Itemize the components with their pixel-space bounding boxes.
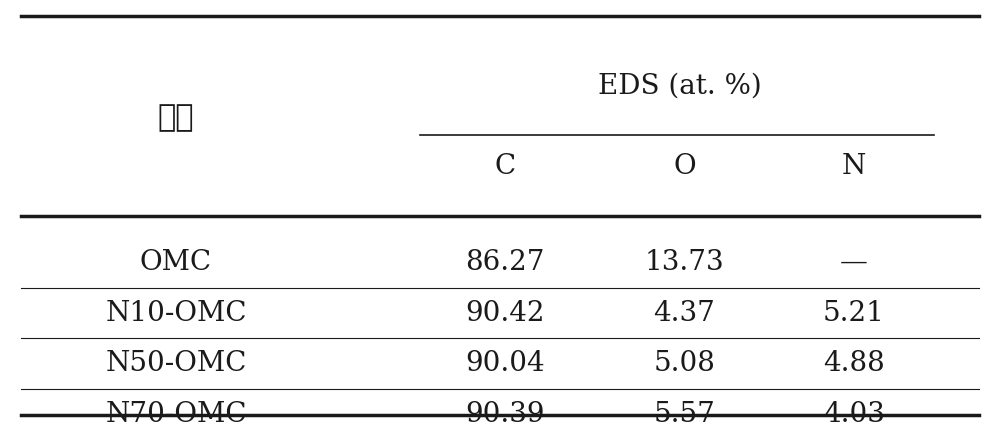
Text: OMC: OMC	[140, 249, 212, 276]
Text: 4.88: 4.88	[823, 350, 885, 378]
Text: 材料: 材料	[158, 102, 194, 133]
Text: 5.08: 5.08	[654, 350, 715, 378]
Text: 90.42: 90.42	[465, 299, 545, 327]
Text: 90.39: 90.39	[465, 401, 545, 428]
Text: 90.04: 90.04	[465, 350, 545, 378]
Text: 5.21: 5.21	[823, 299, 885, 327]
Text: N70-OMC: N70-OMC	[105, 401, 247, 428]
Text: 5.57: 5.57	[654, 401, 715, 428]
Text: N: N	[842, 153, 866, 180]
Text: —: —	[840, 249, 868, 276]
Text: N10-OMC: N10-OMC	[105, 299, 247, 327]
Text: EDS (at. %): EDS (at. %)	[598, 73, 761, 100]
Text: 86.27: 86.27	[465, 249, 545, 276]
Text: N50-OMC: N50-OMC	[105, 350, 247, 378]
Text: 4.37: 4.37	[654, 299, 715, 327]
Text: O: O	[673, 153, 696, 180]
Text: 13.73: 13.73	[645, 249, 724, 276]
Text: C: C	[494, 153, 516, 180]
Text: 4.03: 4.03	[823, 401, 885, 428]
